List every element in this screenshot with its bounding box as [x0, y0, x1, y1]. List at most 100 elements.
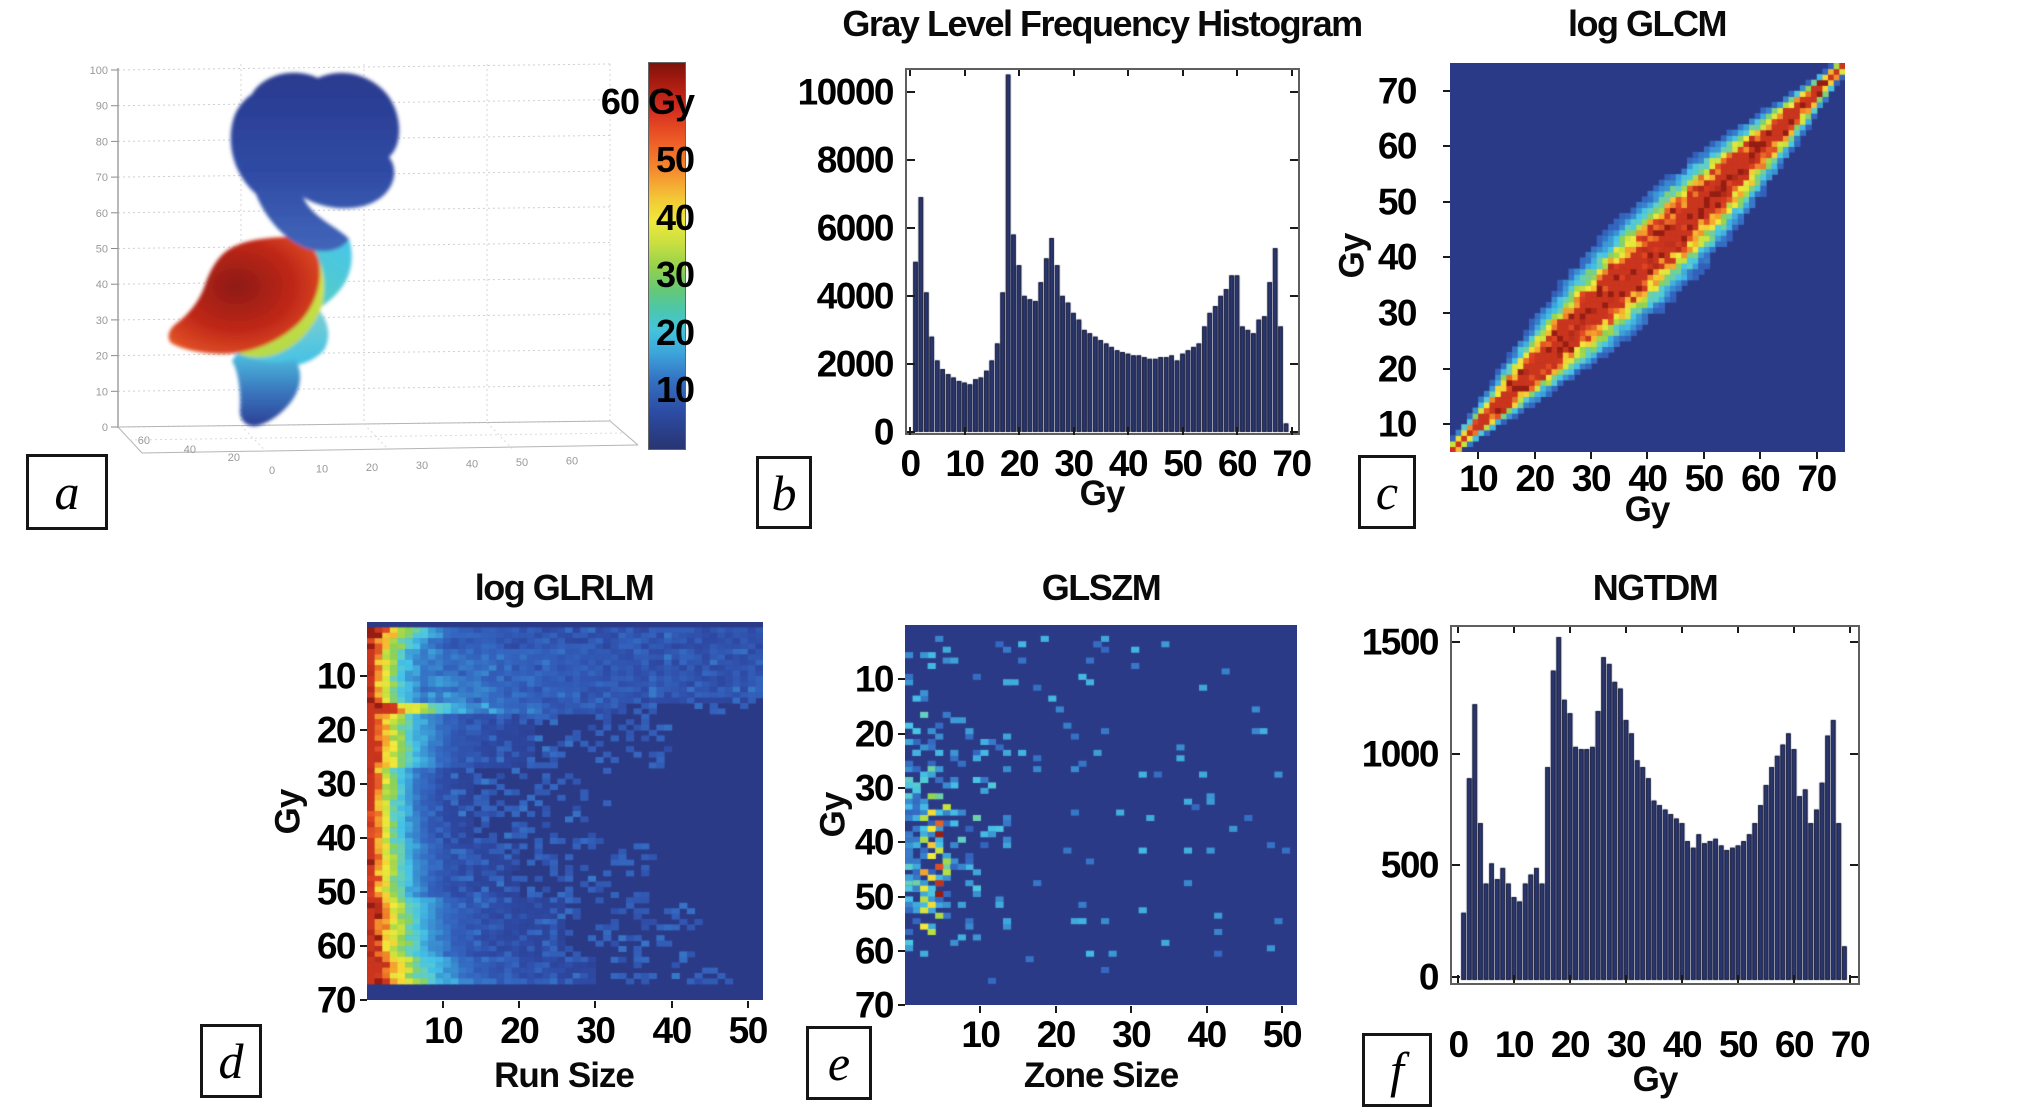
- tick-mark: [907, 294, 915, 297]
- tick-mark: [1737, 627, 1739, 633]
- tick-mark: [1477, 452, 1480, 459]
- tick-label: 20: [316, 709, 357, 751]
- tick-label: 50: [1684, 458, 1725, 499]
- tick-mark: [907, 158, 915, 161]
- tick-mark: [1018, 70, 1020, 76]
- tick-label: 50: [316, 871, 357, 913]
- tick-mark: [1849, 627, 1851, 633]
- tick-mark: [1290, 431, 1298, 433]
- tick-mark: [1130, 1006, 1133, 1013]
- tick-label: 20: [1550, 1024, 1591, 1065]
- tick-mark: [907, 90, 915, 93]
- svg-text:20: 20: [366, 462, 378, 474]
- svg-text:60: 60: [566, 455, 578, 467]
- tick-mark: [1850, 864, 1858, 867]
- tick-mark: [963, 70, 966, 76]
- tick-label: 30: [1112, 1014, 1152, 1055]
- tick-mark: [1072, 427, 1075, 435]
- tick-mark: [907, 431, 915, 433]
- svg-text:90: 90: [96, 101, 108, 113]
- tick-mark: [898, 732, 905, 735]
- tick-label: 60: [1741, 458, 1781, 499]
- tick-mark: [1569, 627, 1571, 633]
- tick-mark: [1443, 89, 1450, 92]
- tick-mark: [1236, 427, 1238, 435]
- tick-mark: [1205, 1006, 1208, 1013]
- panel-c-xaxis-label: Gy: [1624, 490, 1671, 529]
- svg-text:40: 40: [184, 444, 196, 456]
- tick-mark: [594, 1001, 597, 1008]
- svg-text:100: 100: [90, 65, 108, 77]
- panel-label-a: a: [26, 454, 108, 530]
- tick-label: 20: [500, 1010, 540, 1051]
- tick-mark: [1443, 367, 1450, 370]
- svg-text:20: 20: [228, 452, 240, 464]
- tick-label: 50: [728, 1010, 769, 1051]
- tick-label: 30: [576, 1010, 616, 1051]
- tick-label: 30: [1054, 443, 1094, 484]
- tick-label: 30: [316, 763, 357, 805]
- tick-label: 0: [1448, 1024, 1469, 1065]
- tick-label: 50: [854, 876, 895, 917]
- svg-text:40: 40: [466, 459, 478, 471]
- tick-mark: [1681, 627, 1683, 633]
- tick-mark: [1127, 427, 1129, 435]
- tick-label: 30: [1377, 292, 1418, 334]
- panel-c-title: log GLCM: [1568, 3, 1727, 44]
- panel-b-title: Gray Level Frequency Histogram: [842, 3, 1363, 44]
- tick-label: 10: [316, 655, 357, 697]
- tick-label: 40: [1108, 443, 1149, 484]
- tick-mark: [1849, 975, 1851, 983]
- tick-label: 10000: [797, 71, 895, 113]
- tick-label: 40: [655, 196, 695, 238]
- tick-label: 40: [1662, 1024, 1703, 1065]
- tick-mark: [1681, 975, 1683, 983]
- tick-mark: [898, 786, 905, 789]
- panel-letter-f: f: [1390, 1042, 1404, 1098]
- tick-mark: [1513, 975, 1515, 983]
- panel-label-e: e: [806, 1026, 872, 1100]
- tick-label: 10: [961, 1014, 1001, 1055]
- tick-label: 50: [1262, 1014, 1303, 1055]
- tick-mark: [1793, 627, 1795, 633]
- tick-label: 10: [854, 658, 895, 700]
- tick-mark: [518, 1001, 521, 1008]
- panel-label-f: f: [1362, 1033, 1432, 1107]
- gray-level-histogram-canvas: [905, 68, 1300, 435]
- panel-c-yaxis-label: Gy: [1332, 233, 1372, 279]
- tick-label: 50: [1377, 181, 1418, 223]
- tick-label: 50: [1163, 443, 1203, 484]
- panel-f-title: NGTDM: [1592, 567, 1719, 608]
- tick-mark: [1513, 627, 1515, 633]
- tick-label: 60: [1217, 443, 1258, 484]
- tick-mark: [1569, 975, 1571, 983]
- tick-mark: [1850, 641, 1858, 644]
- tick-mark: [1290, 158, 1298, 161]
- svg-text:0: 0: [269, 465, 275, 477]
- tick-mark: [1452, 752, 1460, 755]
- tick-mark: [1590, 452, 1592, 459]
- tick-mark: [360, 891, 367, 893]
- tick-mark: [1290, 362, 1298, 365]
- tick-label: 20: [854, 713, 895, 755]
- tick-mark: [1533, 452, 1536, 459]
- tick-label: 6000: [816, 207, 895, 249]
- tick-label: 50: [1718, 1024, 1759, 1065]
- tick-label: 8000: [816, 139, 895, 181]
- tick-mark: [979, 1006, 982, 1013]
- tick-label: 500: [1380, 844, 1440, 886]
- tick-label: 50: [655, 138, 695, 180]
- tick-label: 1500: [1361, 621, 1440, 663]
- glcm-heatmap-canvas: [1450, 63, 1845, 452]
- tick-label: 10: [1459, 458, 1499, 499]
- tick-label: 20: [1377, 348, 1418, 390]
- tick-mark: [1625, 975, 1627, 983]
- panel-label-b: b: [756, 456, 812, 529]
- tick-mark: [907, 226, 915, 229]
- tick-mark: [963, 427, 966, 435]
- tick-label: 70: [1272, 443, 1312, 484]
- tick-mark: [1181, 70, 1184, 76]
- tick-mark: [1793, 975, 1795, 983]
